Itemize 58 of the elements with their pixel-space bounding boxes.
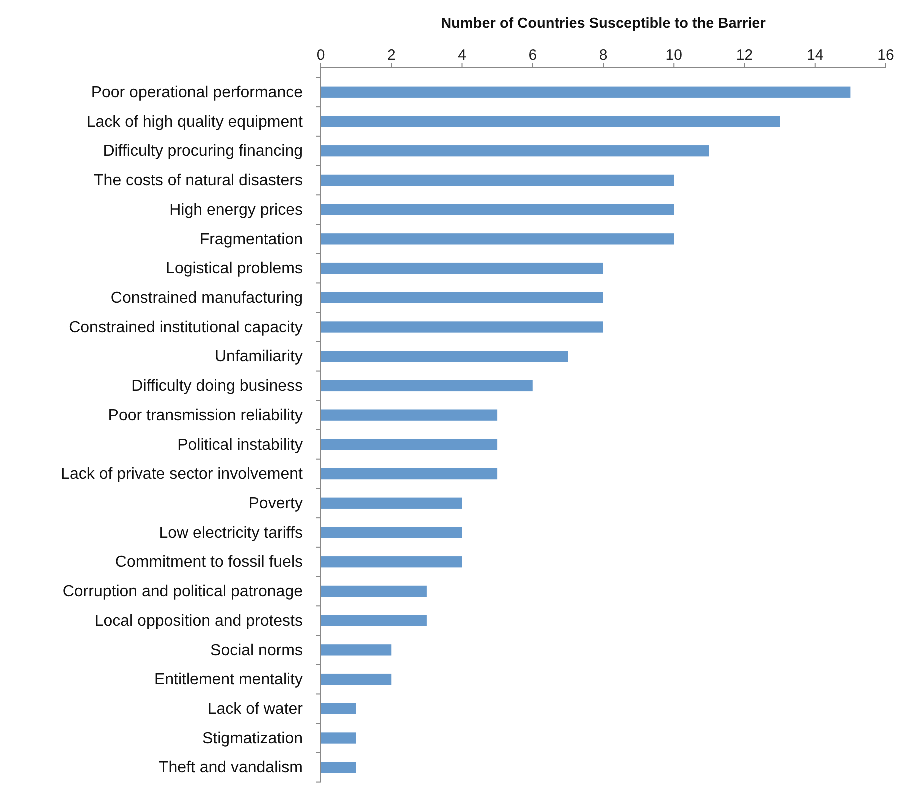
bar bbox=[321, 116, 780, 128]
bar bbox=[321, 380, 533, 392]
bar bbox=[321, 703, 356, 714]
bar bbox=[321, 556, 462, 568]
x-tick-label: 8 bbox=[599, 47, 608, 64]
bar bbox=[321, 234, 674, 245]
y-tick-label: Difficulty doing business bbox=[132, 378, 303, 396]
x-tick-label: 16 bbox=[878, 47, 894, 64]
x-tick-label: 4 bbox=[458, 47, 466, 64]
y-tick-label: Lack of high quality equipment bbox=[86, 114, 304, 131]
y-tick-label: Logistical problems bbox=[166, 260, 303, 278]
x-axis-title: Number of Countries Susceptible to the Barrier bbox=[441, 16, 766, 32]
x-tick-label: 6 bbox=[528, 47, 538, 64]
bar bbox=[321, 86, 851, 98]
y-tick-label: Fragmentation bbox=[200, 231, 303, 248]
y-tick-label: Constrained manufacturing bbox=[110, 290, 303, 308]
y-tick-label: Local opposition and protests bbox=[94, 612, 303, 630]
y-tick-label: Lack of water bbox=[208, 701, 304, 718]
y-tick-label: The costs of natural disasters bbox=[94, 172, 303, 190]
y-tick-label: Stigmatization bbox=[202, 730, 303, 748]
y-tick-label: High energy prices bbox=[170, 202, 303, 219]
y-tick-label: Unfamiliarity bbox=[214, 348, 303, 366]
bar bbox=[321, 498, 462, 509]
y-tick-label: Constrained institutional capacity bbox=[69, 319, 303, 336]
bar bbox=[321, 351, 568, 362]
bar bbox=[321, 732, 356, 744]
y-tick-label: Low electricity tariffs bbox=[159, 524, 303, 542]
y-tick-label: Commitment to fossil fuels bbox=[115, 554, 303, 572]
y-tick-label: Political instability bbox=[178, 436, 303, 454]
bar bbox=[321, 322, 604, 333]
bar bbox=[321, 174, 674, 186]
x-tick-label: 2 bbox=[387, 47, 396, 64]
y-tick-label: Theft and vandalism bbox=[158, 760, 303, 777]
bar bbox=[321, 468, 498, 480]
x-tick-label: 10 bbox=[666, 47, 682, 64]
bar bbox=[321, 439, 498, 450]
bar bbox=[321, 615, 427, 626]
bar bbox=[321, 204, 674, 216]
x-tick-label: 0 bbox=[316, 47, 326, 64]
y-tick-label: Corruption and political patronage bbox=[62, 584, 304, 601]
bar bbox=[321, 644, 392, 656]
y-tick-label: Difficulty procuring financing bbox=[103, 143, 303, 160]
y-tick-label: Poverty bbox=[248, 496, 303, 513]
bar bbox=[321, 527, 462, 538]
y-tick-label: Entitlement mentality bbox=[154, 672, 303, 689]
bar bbox=[321, 410, 498, 421]
y-tick-label: Social norms bbox=[210, 642, 303, 660]
bar bbox=[321, 674, 392, 686]
y-tick-label: Poor operational performance bbox=[91, 84, 304, 102]
bar bbox=[321, 146, 710, 157]
bar bbox=[321, 762, 356, 774]
y-tick-label: Poor transmission reliability bbox=[108, 407, 303, 424]
bar bbox=[321, 586, 427, 598]
bar bbox=[321, 262, 604, 274]
x-tick-label: 14 bbox=[807, 47, 824, 64]
bar bbox=[321, 292, 604, 304]
x-tick-label: 12 bbox=[736, 47, 754, 64]
y-tick-label: Lack of private sector involvement bbox=[61, 466, 304, 484]
